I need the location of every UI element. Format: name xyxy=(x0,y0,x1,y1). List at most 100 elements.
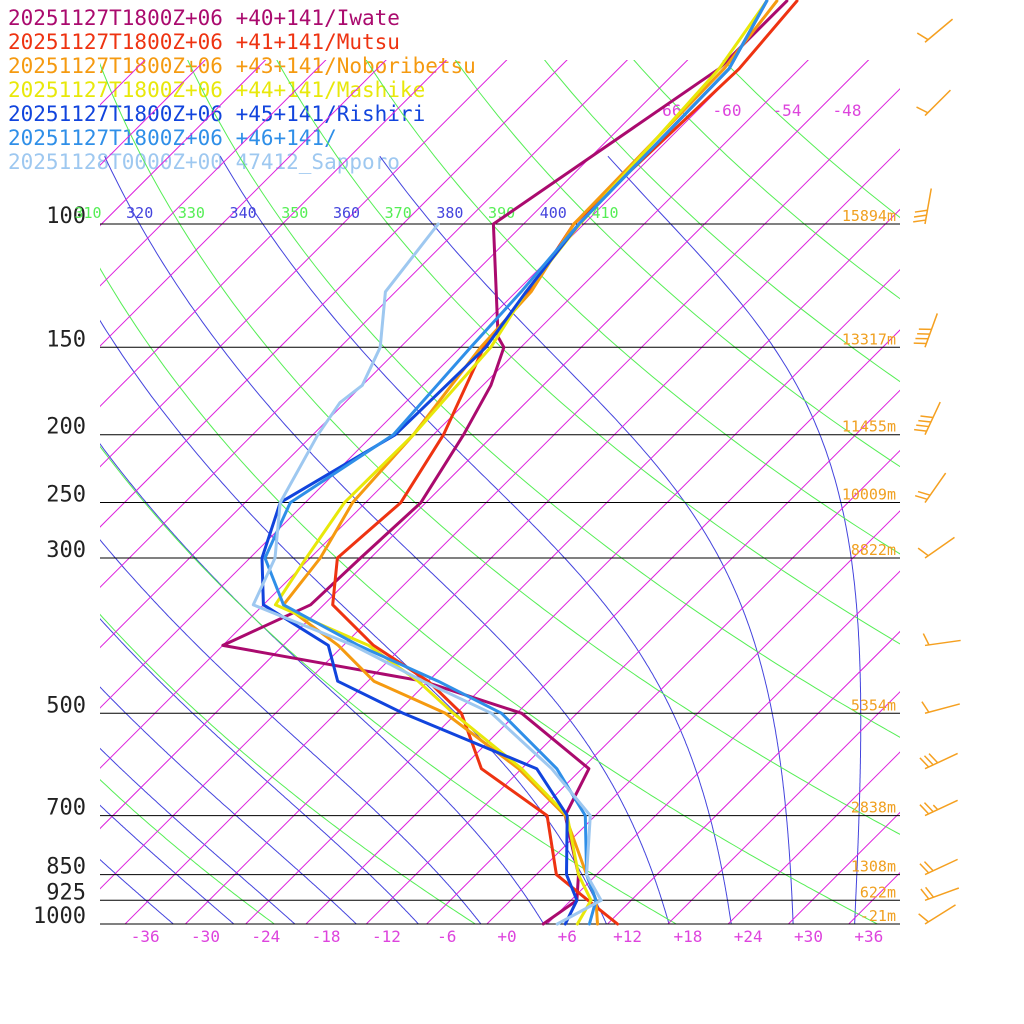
isotherm-line xyxy=(100,60,206,166)
wind-barb xyxy=(918,904,956,925)
theta-label: 360 xyxy=(333,204,360,222)
wind-barb-staff xyxy=(924,639,961,647)
isotherm-line xyxy=(425,449,900,924)
wind-barb-feather xyxy=(914,209,928,213)
temperature-tick-label: +36 xyxy=(854,927,883,946)
pressure-label: 850 xyxy=(46,855,86,880)
dry-adiabat-line xyxy=(276,60,900,645)
wind-barb xyxy=(913,188,932,225)
wind-barb-feather xyxy=(928,753,939,764)
isotherm-line xyxy=(606,630,900,924)
series-line xyxy=(282,0,779,926)
wind-barb xyxy=(914,401,941,436)
wind-barb xyxy=(919,799,958,817)
moist-adiabat-line xyxy=(100,686,358,924)
height-label: 8822m xyxy=(851,541,896,559)
isotherm-line xyxy=(667,691,900,924)
top-isotherm-label: -60 xyxy=(713,101,742,120)
moist-adiabat-line xyxy=(607,155,862,924)
moist-adiabat-line xyxy=(100,539,482,924)
legend-entry-iwate: 20251127T1800Z+06 +40+141/Iwate xyxy=(8,6,400,30)
temperature-tick-label: +18 xyxy=(673,927,702,946)
series-line xyxy=(251,222,603,926)
pressure-label: 250 xyxy=(46,483,86,508)
wind-barb-staff xyxy=(924,752,958,770)
isotherm-line xyxy=(100,60,629,589)
wind-barb-feather xyxy=(923,861,934,872)
temperature-tick-label: +0 xyxy=(497,927,516,946)
legend-entry-mashike: 20251127T1800Z+06 +44+141/Mashike xyxy=(8,78,426,102)
wind-barb-feather xyxy=(916,106,929,114)
axis-label-layer: 100 15894m 150 13317m 200 11455m 250 10009m 300 8… xyxy=(33,101,896,946)
pressure-label: 150 xyxy=(46,327,86,352)
isotherm-line xyxy=(100,60,749,709)
top-isotherm-label: -48 xyxy=(833,101,862,120)
theta-label: 370 xyxy=(385,204,412,222)
height-label: 15894m xyxy=(842,207,896,225)
pressure-label: 300 xyxy=(46,538,86,563)
isotherm-line xyxy=(100,60,267,227)
dry-adiabat-line xyxy=(633,60,900,300)
isotherm-line xyxy=(305,329,900,924)
pressure-label: 925 xyxy=(46,880,86,905)
theta-label: 340 xyxy=(230,204,257,222)
pressure-label: 500 xyxy=(46,693,86,718)
isotherm-line xyxy=(100,60,568,528)
wind-barb-staff xyxy=(924,89,951,117)
height-label: 11455m xyxy=(842,418,896,436)
isotherm-line xyxy=(100,60,387,347)
wind-barb-feather xyxy=(917,490,931,496)
theta-label: 410 xyxy=(591,204,618,222)
wind-barb xyxy=(919,858,958,876)
dry-adiabat-line xyxy=(544,60,900,383)
wind-barb-feather xyxy=(913,214,927,218)
wind-barb-feather xyxy=(919,804,930,815)
isotherm-line xyxy=(100,60,689,649)
isotherm-line xyxy=(787,811,900,924)
wind-barb xyxy=(913,313,939,348)
wind-barb-feather xyxy=(914,428,927,432)
series-rishiri xyxy=(260,0,769,926)
wind-barb-feather xyxy=(917,547,929,557)
dry-adiabat-line xyxy=(365,60,900,555)
theta-label: 330 xyxy=(178,204,205,222)
legend-entry-mutsu: 20251127T1800Z+06 +41+141/Mutsu xyxy=(8,30,400,54)
temperature-tick-label: +30 xyxy=(794,927,823,946)
wind-barb-feather xyxy=(914,494,928,501)
isotherm-line xyxy=(1015,0,1024,939)
wind-barb-feather xyxy=(922,633,930,646)
dry-adiabat-line xyxy=(100,267,879,924)
temperature-tick-label: +12 xyxy=(613,927,642,946)
height-label: -21m xyxy=(860,907,896,925)
height-label: 2838m xyxy=(851,799,896,817)
wind-barb-staff xyxy=(924,703,960,715)
wind-barb xyxy=(914,472,947,503)
temperature-tick-label: -18 xyxy=(312,927,341,946)
top-isotherm-label: -66 xyxy=(653,101,682,120)
wind-barb xyxy=(916,18,954,43)
isotherm-layer xyxy=(0,0,1024,939)
wind-barb-staff xyxy=(924,887,960,902)
legend-entry-rishiri: 20251127T1800Z+06 +45+141/Rishiri xyxy=(8,102,426,126)
isotherm-line xyxy=(954,0,1024,939)
moist-adiabat-line xyxy=(100,747,296,924)
wind-barb xyxy=(921,701,960,715)
wind-barb-staff xyxy=(924,858,958,876)
theta-label: 400 xyxy=(540,204,567,222)
theta-label: 380 xyxy=(436,204,463,222)
temperature-tick-label: -36 xyxy=(131,927,160,946)
wind-barb-feather xyxy=(925,886,935,898)
wind-barb-staff xyxy=(924,401,941,436)
isotherm-line xyxy=(100,60,146,106)
wind-barb-feather xyxy=(923,802,934,813)
wind-barb-feather xyxy=(913,219,926,223)
wind-barb-staff xyxy=(924,313,939,348)
isotherm-line xyxy=(0,0,199,939)
wind-barb xyxy=(917,536,955,559)
dry-adiabat-line xyxy=(454,60,900,468)
moist-adiabat-line xyxy=(100,804,235,924)
wind-barb-half-feather xyxy=(932,804,939,811)
pressure-label: 700 xyxy=(46,796,86,821)
isotherm-line xyxy=(100,60,448,408)
